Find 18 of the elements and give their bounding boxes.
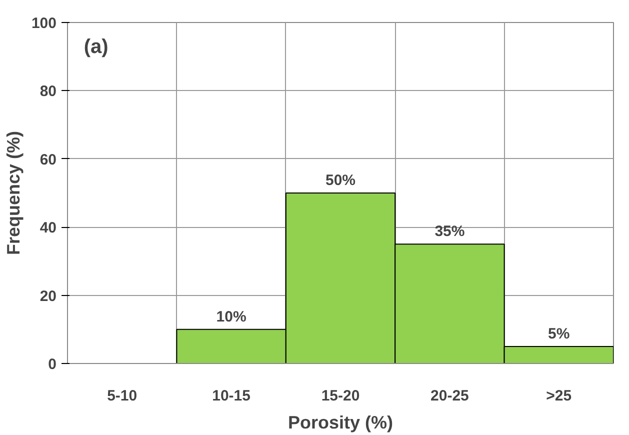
x-tick-label: 20-25	[430, 388, 469, 404]
x-tick-label: 5-10	[107, 388, 138, 404]
data-label: 5%	[548, 325, 570, 342]
data-label: 50%	[325, 172, 356, 189]
data-label: 35%	[434, 223, 465, 240]
y-tick-label: 40	[40, 220, 57, 237]
x-axis-title: Porosity (%)	[288, 412, 394, 432]
y-tick-label: 0	[48, 356, 56, 373]
annotation: (a)	[84, 36, 108, 58]
y-tick-label: 100	[31, 15, 57, 32]
x-tick-label: 15-20	[321, 388, 360, 404]
y-tick-label: 20	[40, 288, 57, 305]
x-tick-label: >25	[546, 388, 572, 404]
x-tick-label: 10-15	[212, 388, 250, 404]
y-tick-label: 60	[40, 151, 57, 168]
y-axis-title: Frequency (%)	[3, 130, 24, 256]
y-tick-label: 80	[40, 83, 57, 100]
data-label: 10%	[216, 308, 246, 326]
